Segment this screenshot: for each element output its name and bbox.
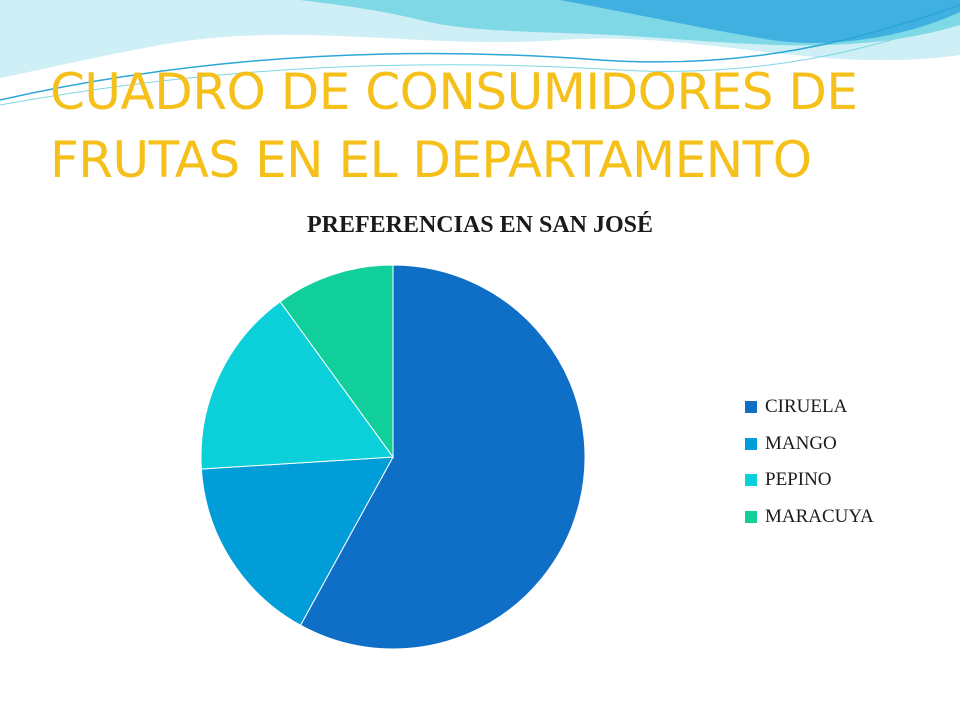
pie-slice-pepino	[200, 300, 394, 470]
slide-title: CUADRO DE CONSUMIDORES DE FRUTAS EN EL D…	[50, 63, 858, 189]
legend-label: MANGO	[765, 432, 837, 454]
legend-swatch	[745, 437, 757, 450]
legend-item-maracuya: MARACUYA	[745, 499, 874, 536]
legend-label: PEPINO	[765, 469, 832, 491]
legend-swatch	[745, 474, 757, 487]
pie-slice-maracuya	[279, 264, 394, 459]
chart-legend: CIRUELA MANGO PEPINO MARACUYA	[745, 389, 874, 535]
pie-slice-ciruela	[299, 264, 586, 650]
wave-line-2	[0, 17, 960, 106]
legend-label: CIRUELA	[765, 396, 848, 418]
wave-line-1	[0, 4, 960, 101]
legend-item-ciruela: CIRUELA	[745, 389, 874, 426]
legend-label: MARACUYA	[765, 505, 874, 527]
pie-slice-mango	[200, 456, 394, 626]
legend-swatch	[745, 510, 757, 523]
legend-item-mango: MANGO	[745, 426, 874, 463]
wave-layer-dark	[560, 0, 960, 43]
chart-title: PREFERENCIAS EN SAN JOSÉ	[306, 212, 654, 238]
legend-swatch	[745, 401, 757, 414]
header-wave-decoration	[0, 0, 960, 106]
legend-item-pepino: PEPINO	[745, 462, 874, 499]
